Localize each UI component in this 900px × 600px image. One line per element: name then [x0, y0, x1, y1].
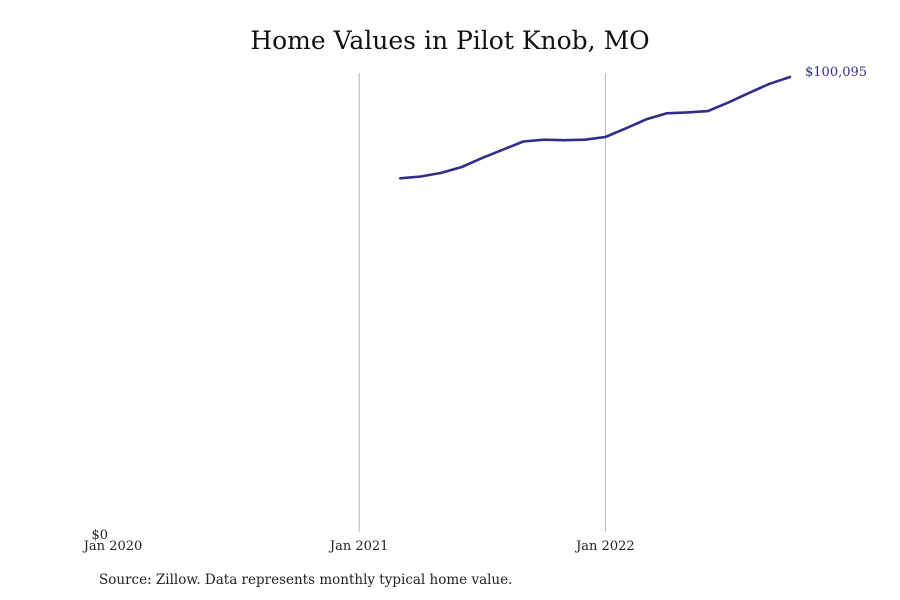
- x-tick-label: Jan 2021: [328, 539, 389, 554]
- axis-ticks: Jan 2020 Jan 2021 Jan 2022 $0: [82, 528, 635, 554]
- chart-title: Home Values in Pilot Knob, MO: [250, 26, 650, 55]
- series-line: [398, 75, 792, 180]
- source-note: Source: Zillow. Data represents monthly …: [99, 572, 513, 588]
- grid-lines: [358, 73, 606, 532]
- y-tick-label: $0: [91, 528, 108, 543]
- end-value-label: $100,095: [805, 65, 867, 80]
- x-tick-label: Jan 2020: [82, 539, 143, 554]
- series-layer: $100,095: [398, 65, 867, 180]
- x-tick-label: Jan 2022: [574, 539, 635, 554]
